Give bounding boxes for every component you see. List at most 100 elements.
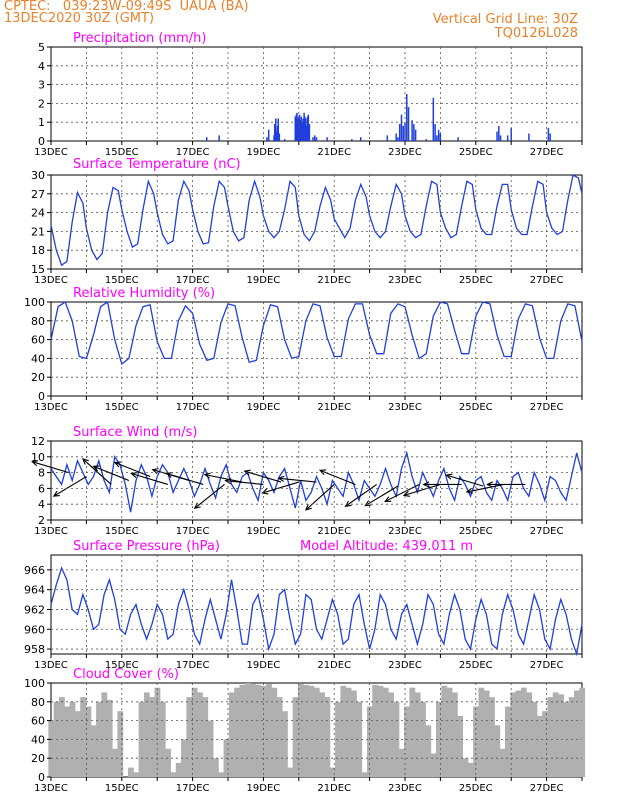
y-tick-label: 0 [38, 135, 45, 148]
cloud-bar [404, 706, 410, 777]
cloud-bar [276, 697, 283, 777]
cloud-bar [74, 711, 81, 777]
x-tick-label: 25DEC [459, 402, 493, 413]
y-tick-label: 966 [24, 564, 45, 577]
wind-arrow [82, 458, 112, 485]
x-tick-label: 17DEC [176, 660, 210, 671]
x-tick-label: 13DEC [34, 275, 68, 286]
x-tick-label: 13DEC [34, 147, 68, 158]
wind-arrow [93, 465, 130, 482]
precip-bar [360, 137, 362, 141]
x-tick-label: 27DEC [530, 783, 564, 794]
x-tick-label: 19DEC [247, 526, 281, 537]
cloud-bar [101, 692, 108, 777]
y-tick-label: 962 [24, 603, 45, 616]
cloud-bar [356, 701, 363, 777]
y-tick-label: 20 [31, 371, 45, 384]
cloud-bar [499, 748, 506, 777]
x-tick-label: 17DEC [176, 402, 210, 413]
x-tick-label: 27DEC [530, 402, 564, 413]
cloud-bar [441, 685, 448, 777]
cloud-bar [234, 687, 241, 777]
precip-bar [218, 135, 220, 141]
precip-bar [434, 124, 436, 141]
cloud-bar [462, 758, 469, 777]
x-tick-label: 15DEC [105, 783, 139, 794]
precip-bar [305, 125, 308, 141]
cloud-bar [281, 711, 288, 777]
cloud-bar [154, 687, 161, 777]
precip-bar [386, 135, 389, 141]
cloud-bar [478, 687, 485, 777]
precip-bar [398, 124, 401, 141]
cloud-bar [228, 692, 235, 777]
y-tick-label: 3 [38, 79, 45, 92]
chart-subtitle: Model Altitude: 439.011 m [300, 539, 473, 554]
cloud-bar [181, 739, 187, 777]
wind-arrow-head [52, 490, 60, 497]
cloud-bar [388, 692, 394, 777]
cloud-bar [568, 697, 575, 777]
y-tick-label: 24 [31, 207, 45, 220]
cloud-bar [292, 697, 299, 777]
precip-bar [437, 129, 440, 141]
header-grid-note: Vertical Grid Line: 30Z [432, 12, 578, 27]
cloud-bar [361, 772, 368, 777]
y-tick-label: 18 [31, 244, 45, 257]
precip-bar [457, 137, 459, 141]
wind-arrow [278, 477, 317, 483]
cloud-bar [531, 701, 538, 777]
cloud-bar [64, 706, 71, 777]
cloud-bar [260, 685, 267, 777]
header-model-code: TQ0126L028 [494, 26, 578, 41]
x-tick-label: 25DEC [459, 147, 493, 158]
cloud-bar [106, 699, 113, 777]
wind-arrow [32, 461, 69, 474]
cloud-bar [547, 697, 554, 777]
cloud-bar [266, 683, 272, 777]
chart-title: Relative Humidity (%) [73, 286, 215, 301]
x-tick-label: 17DEC [176, 275, 210, 286]
x-tick-label: 23DEC [388, 526, 422, 537]
wind-arrow [114, 461, 151, 478]
x-tick-label: 21DEC [317, 783, 351, 794]
y-tick-label: 12 [31, 435, 45, 448]
series-line [50, 300, 583, 366]
y-tick-label: 960 [24, 623, 45, 636]
y-tick-label: 964 [24, 584, 45, 597]
y-tick-label: 5 [38, 41, 45, 54]
precip-bar [425, 139, 427, 141]
precip-bar [206, 137, 208, 141]
y-tick-label: 40 [31, 733, 45, 746]
precip-bar [275, 118, 277, 141]
precip-bar [528, 133, 530, 141]
y-tick-label: 1 [38, 116, 45, 129]
y-tick-label: 4 [38, 60, 45, 73]
x-tick-label: 17DEC [176, 526, 210, 537]
precip-bar [510, 127, 512, 141]
precip-bar [312, 137, 314, 141]
x-tick-label: 21DEC [317, 402, 351, 413]
precip-bar [402, 125, 404, 141]
x-tick-label: 25DEC [459, 783, 493, 794]
precip-bar [267, 129, 270, 141]
wind-arrow-head [445, 473, 453, 480]
cloud-bar [170, 772, 177, 777]
cloud-bar [345, 687, 352, 777]
precip-bar [283, 139, 286, 141]
precip-bar [395, 133, 397, 141]
wind-arrow [345, 483, 377, 507]
chart-title: Surface Pressure (hPa) [73, 539, 220, 554]
cloud-bar [112, 748, 118, 777]
cloud-bar [494, 725, 501, 777]
cloud-bar [175, 762, 182, 777]
wind-arrow-head [261, 488, 269, 495]
precip-bar [278, 133, 281, 141]
cloud-bar [515, 690, 522, 777]
y-tick-label: 60 [31, 715, 45, 728]
x-tick-label: 17DEC [176, 147, 210, 158]
x-tick-label: 27DEC [530, 147, 564, 158]
cloud-bar [96, 701, 102, 777]
y-tick-label: 8 [38, 467, 45, 480]
